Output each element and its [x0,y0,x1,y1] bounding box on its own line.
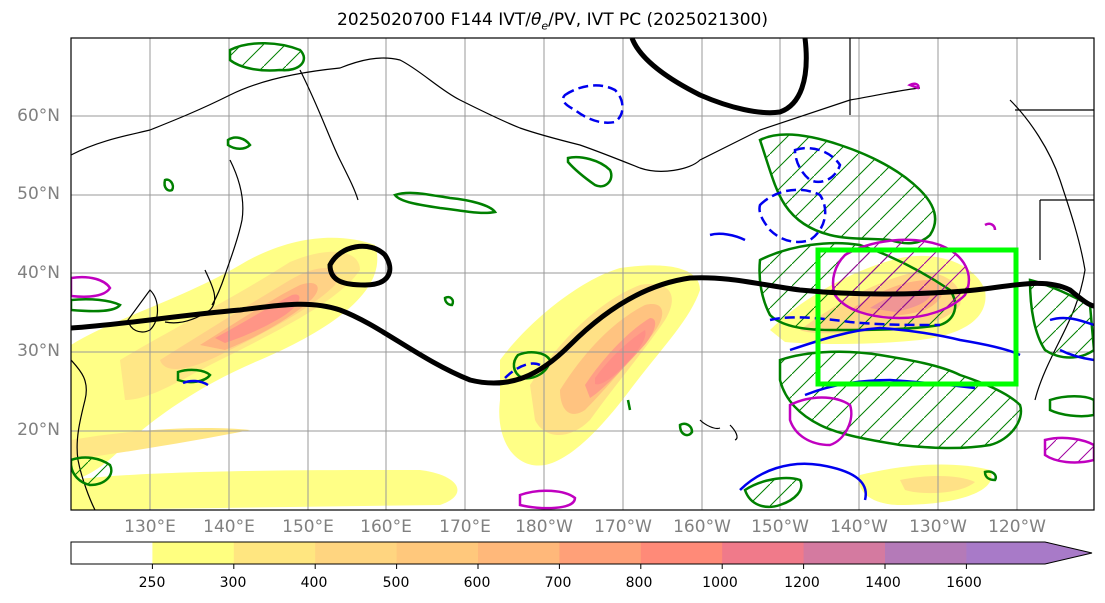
ivt-pc-box [815,247,1019,387]
colorbar-tick-label: 400 [300,575,328,591]
colorbar-tick-label: 800 [625,575,653,591]
colorbar-tick-label: 1600 [946,575,982,591]
colorbar-segment [803,542,886,564]
colorbar-segment [640,542,723,564]
colorbar-segment [722,542,805,564]
colorbar-tick-label: 1200 [784,575,820,591]
colorbar-frame [70,541,1093,565]
colorbar-segment [966,542,1049,564]
colorbar-segment [885,542,967,564]
lat-label: 30°N [17,341,60,361]
colorbar-tick-label: 300 [219,575,247,591]
colorbar-extend-arrow [1045,542,1092,564]
map-area [71,38,1094,510]
coastlines [71,38,1094,510]
lon-label: 140°W [830,517,888,537]
lon-label: 150°E [282,517,334,537]
colorbar-tick-label: 250 [138,575,166,591]
lon-label: 150°W [751,517,809,537]
jet-contours [71,38,1094,386]
lat-label: 60°N [17,106,60,126]
colorbar-tick-label: 700 [544,575,572,591]
colorbar-segment [152,542,235,564]
lon-label: 140°E [203,517,255,537]
lat-label: 40°N [17,263,60,283]
colorbar [71,542,1092,569]
colorbar-tick-label: 1000 [702,575,738,591]
colorbar-segment [559,542,642,564]
figure-title: 2025020700 F144 IVT/θe/PV, IVT PC (20250… [337,10,768,33]
lon-label: 130°E [124,517,176,537]
lon-label: 170°W [594,517,652,537]
colorbar-tick-label: 1400 [865,575,901,591]
colorbar-segment [233,542,316,564]
theta-cold-contours [182,84,1094,501]
lon-label: 130°W [909,517,967,537]
theta-warm-contours [71,82,1094,510]
lon-label: 180°W [515,517,573,537]
lon-label: 120°W [988,517,1046,537]
colorbar-segment [478,542,560,564]
lat-label: 50°N [17,184,60,204]
lat-label: 20°N [17,420,60,440]
colorbar-tick-label: 600 [463,575,491,591]
lon-label: 160°W [673,517,731,537]
colorbar-segment [396,542,479,564]
lon-label: 160°E [360,517,412,537]
colorbar-segment [71,542,153,564]
colorbar-segment [315,542,398,564]
lon-label: 170°E [439,517,491,537]
colorbar-tick-label: 500 [382,575,410,591]
